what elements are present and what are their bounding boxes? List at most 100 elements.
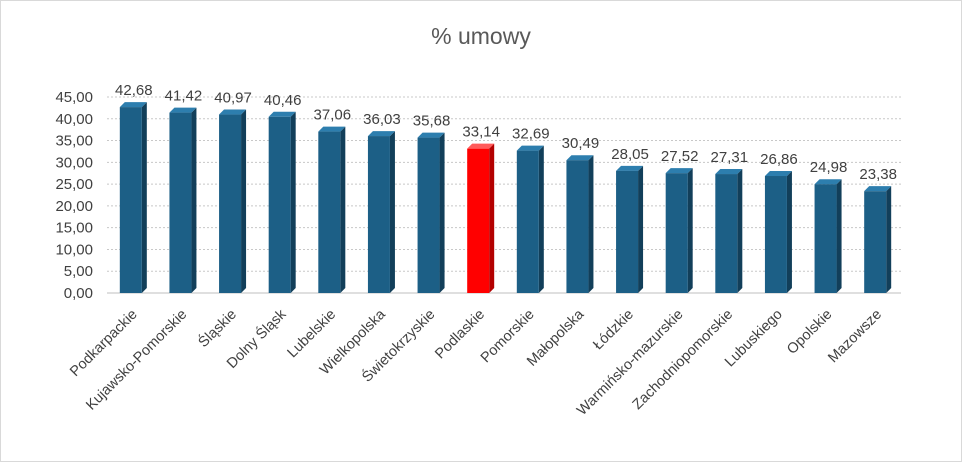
data-label: 33,14 [462, 124, 500, 141]
y-tick-label: 30,00 [55, 154, 93, 171]
bar-side [737, 169, 743, 293]
bar-side [340, 126, 346, 293]
data-label: 24,98 [810, 159, 848, 176]
y-tick-label: 35,00 [55, 133, 93, 150]
category-label: Opolskie [784, 307, 835, 358]
category-label: Łódzkie [590, 307, 637, 354]
bar [417, 132, 445, 293]
data-label: 23,38 [859, 166, 897, 183]
bar-front [566, 160, 589, 293]
bar-side [191, 107, 197, 293]
category-label: Śląskie [194, 305, 240, 351]
bar-side [489, 143, 495, 293]
bar-top [219, 109, 247, 115]
y-tick-label: 10,00 [55, 241, 93, 258]
y-tick-label: 15,00 [55, 220, 93, 237]
bar-top [318, 126, 346, 132]
bar-front [219, 114, 242, 293]
data-label: 41,42 [165, 88, 203, 105]
bar-front [417, 137, 440, 293]
bar [219, 109, 247, 293]
bar-top [516, 145, 544, 151]
bar-side [588, 155, 594, 293]
bar-side [290, 111, 296, 293]
bar-side [836, 179, 842, 293]
y-tick-label: 25,00 [55, 176, 93, 193]
category-label: Kujawsko-Pomorskie [83, 307, 190, 414]
bar-side [241, 109, 247, 293]
bar [169, 107, 197, 293]
bar-side [638, 165, 644, 293]
data-label: 28,05 [611, 146, 649, 163]
bar-front [665, 173, 688, 293]
bar-front [616, 170, 639, 293]
bar-front [169, 112, 192, 293]
category-label: Mazowsze [825, 307, 885, 367]
bar-front [764, 176, 787, 293]
bar-top [616, 165, 644, 171]
bar-front [864, 191, 887, 293]
data-label: 37,06 [314, 107, 352, 124]
y-tick-label: 0,00 [64, 285, 93, 302]
y-tick-label: 5,00 [64, 263, 93, 280]
bar-top [417, 132, 445, 138]
bar [864, 186, 892, 293]
bar [764, 171, 792, 293]
bar [616, 165, 644, 293]
data-label: 36,03 [363, 111, 401, 128]
data-label: 40,46 [264, 92, 302, 109]
data-label: 27,31 [711, 149, 749, 166]
data-label: 35,68 [413, 113, 451, 130]
bar-side [389, 131, 395, 293]
data-label: 40,97 [214, 90, 252, 107]
bar [119, 102, 147, 293]
bar-side [538, 145, 544, 293]
bar [268, 111, 296, 293]
data-label: 26,86 [760, 151, 798, 168]
bar-top [467, 143, 495, 149]
bar-top [119, 102, 147, 108]
chart-title: % umowy [431, 23, 531, 49]
bar-top [665, 168, 693, 174]
bar-top [864, 186, 892, 192]
bar [367, 131, 395, 293]
bar-front [814, 184, 837, 293]
bar-front [715, 174, 738, 293]
bars [119, 102, 892, 293]
bar-front [467, 148, 490, 293]
bar-top [764, 171, 792, 177]
bar-side [687, 168, 693, 293]
data-label: 30,49 [562, 135, 600, 152]
bar [715, 169, 743, 293]
bar-side [886, 186, 892, 293]
bar-top [566, 155, 594, 161]
bar-top [367, 131, 395, 137]
bar-front [119, 107, 142, 293]
bar-top [268, 111, 296, 117]
bar [516, 145, 544, 293]
data-label: 42,68 [115, 82, 153, 99]
y-tick-label: 40,00 [55, 111, 93, 128]
bar-side [786, 171, 792, 293]
bar [814, 179, 842, 293]
data-labels: 42,68 41,42 40,97 40,46 37,06 36,03 35,68 33,14… [115, 82, 897, 183]
bar-front [367, 136, 390, 293]
data-label: 27,52 [661, 148, 699, 165]
y-tick-label: 45,00 [55, 89, 93, 106]
bar [467, 143, 495, 293]
bar-top [169, 107, 197, 113]
bar [566, 155, 594, 293]
bar-side [439, 132, 445, 293]
category-label: Zachodniopomorskie [630, 307, 736, 413]
data-label: 32,69 [512, 126, 550, 143]
bar-front [268, 116, 291, 293]
bar-side [141, 102, 147, 293]
y-axis-ticks: 0,00 5,00 10,00 15,00 20,00 25,00 30,00 35,00 40… [55, 89, 93, 302]
bar [318, 126, 346, 293]
bar-top [814, 179, 842, 185]
bar [665, 168, 693, 293]
y-tick-label: 20,00 [55, 198, 93, 215]
